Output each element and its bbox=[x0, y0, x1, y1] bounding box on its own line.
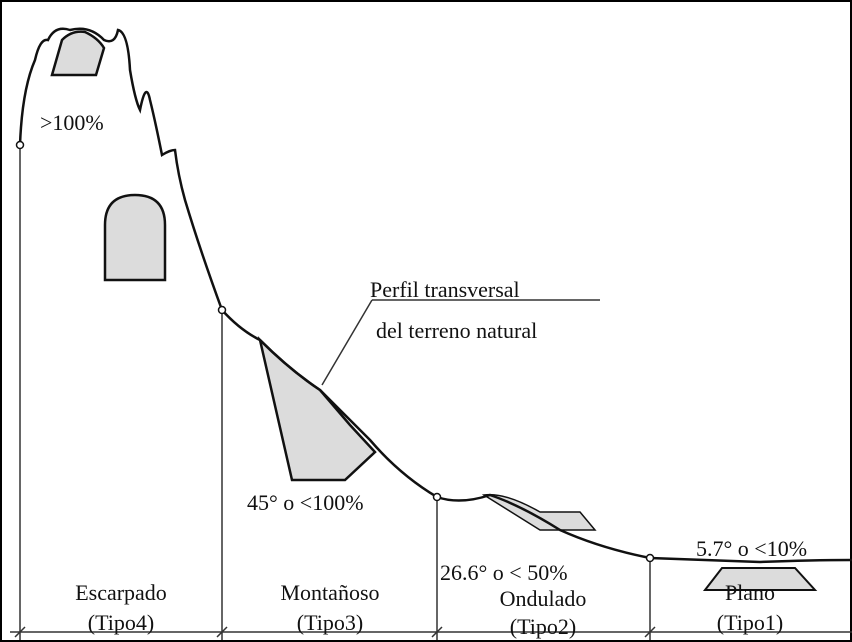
type-name: Escarpado bbox=[75, 580, 167, 605]
profile-label: Perfil transversal bbox=[370, 277, 520, 302]
tick bbox=[14, 626, 26, 638]
crown-fill bbox=[50, 30, 106, 77]
node bbox=[645, 553, 655, 563]
leader bbox=[321, 299, 373, 386]
type-name: Montañoso bbox=[281, 580, 380, 605]
type-code: (Tipo1) bbox=[717, 610, 783, 635]
dimension-lines bbox=[10, 145, 852, 640]
node bbox=[217, 305, 227, 315]
profile-label: del terreno natural bbox=[376, 318, 537, 343]
node bbox=[432, 492, 442, 502]
type-name: Plano bbox=[725, 580, 775, 605]
nodes bbox=[15, 140, 655, 563]
tick bbox=[216, 626, 228, 638]
node bbox=[15, 140, 25, 150]
tick bbox=[644, 626, 656, 638]
terrain-profile bbox=[18, 27, 852, 564]
type-code: (Tipo2) bbox=[510, 614, 576, 639]
tunnel bbox=[103, 193, 167, 282]
slope-label: 45° o <100% bbox=[247, 490, 364, 515]
type-name: Ondulado bbox=[500, 586, 587, 611]
tick bbox=[431, 626, 443, 638]
type-code: (Tipo3) bbox=[297, 610, 363, 635]
plano-fill bbox=[702, 567, 818, 591]
slope-label: 5.7° o <10% bbox=[696, 536, 807, 561]
type-code: (Tipo4) bbox=[88, 610, 154, 635]
type-labels: Escarpado (Tipo4) Montañoso (Tipo3) Ondu… bbox=[75, 580, 783, 639]
slope-label: >100% bbox=[40, 110, 104, 135]
slope-label: 26.6° o < 50% bbox=[440, 560, 568, 585]
